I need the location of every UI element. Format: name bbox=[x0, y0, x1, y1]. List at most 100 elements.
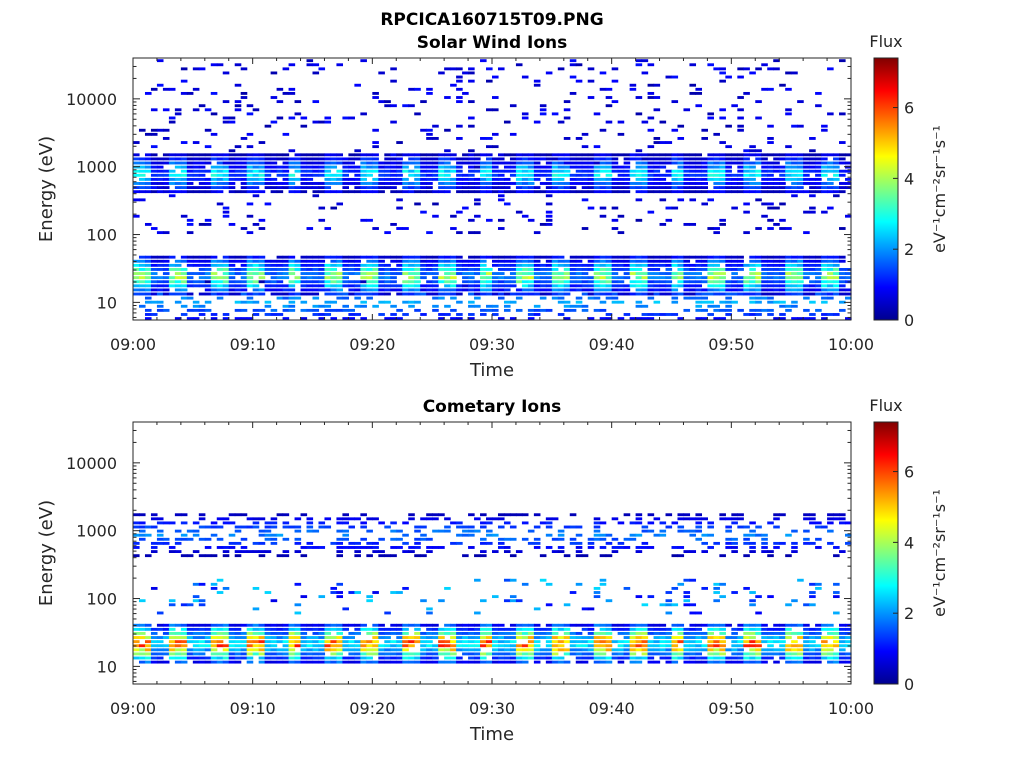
heatmap-cell bbox=[527, 190, 535, 194]
heatmap-cell bbox=[563, 636, 571, 639]
heatmap-cell bbox=[492, 272, 499, 275]
heatmap-cell bbox=[635, 521, 643, 525]
heatmap-cell bbox=[815, 91, 822, 95]
heatmap-cell bbox=[133, 632, 140, 635]
heatmap-cell bbox=[539, 112, 547, 116]
heatmap-cell bbox=[288, 182, 296, 185]
heatmap-cell bbox=[378, 165, 385, 169]
heatmap-cell bbox=[450, 153, 457, 157]
heatmap-cell bbox=[378, 259, 385, 263]
heatmap-cell bbox=[785, 304, 792, 308]
heatmap-cell bbox=[833, 169, 840, 173]
heatmap-cell bbox=[623, 636, 631, 639]
heatmap-cell bbox=[599, 169, 607, 173]
heatmap-cell bbox=[737, 652, 744, 656]
heatmap-cell bbox=[737, 165, 744, 169]
heatmap-cell bbox=[725, 165, 732, 169]
heatmap-cell bbox=[713, 186, 720, 189]
heatmap-cell bbox=[276, 533, 284, 537]
heatmap-cell bbox=[617, 231, 625, 235]
heatmap-cell bbox=[426, 231, 433, 235]
heatmap-cell bbox=[150, 263, 158, 267]
heatmap-cell bbox=[186, 169, 194, 173]
heatmap-cell bbox=[695, 153, 703, 157]
heatmap-cell bbox=[492, 533, 499, 537]
heatmap-cell bbox=[480, 513, 487, 517]
heatmap-cell bbox=[396, 288, 403, 292]
heatmap-cell bbox=[282, 652, 290, 656]
heatmap-cell bbox=[713, 582, 720, 586]
heatmap-cell bbox=[803, 268, 810, 271]
heatmap-cell bbox=[288, 632, 296, 635]
heatmap-cell bbox=[665, 599, 673, 603]
heatmap-cell bbox=[701, 190, 708, 194]
heatmap-cell bbox=[515, 161, 523, 165]
heatmap-cell bbox=[773, 67, 780, 71]
heatmap-cell bbox=[599, 582, 607, 586]
heatmap-cell bbox=[839, 652, 846, 656]
heatmap-cell bbox=[426, 132, 433, 136]
heatmap-cell bbox=[707, 280, 714, 284]
heatmap-cell bbox=[743, 652, 750, 656]
heatmap-cell bbox=[767, 656, 774, 660]
heatmap-cell bbox=[426, 513, 433, 517]
heatmap-cell bbox=[324, 255, 332, 259]
heatmap-cell bbox=[234, 190, 242, 194]
heatmap-cell bbox=[719, 116, 726, 120]
heatmap-cell bbox=[611, 623, 619, 627]
heatmap-cell bbox=[246, 652, 254, 656]
heatmap-cell bbox=[144, 280, 152, 284]
heatmap-cell bbox=[773, 259, 780, 263]
heatmap-cell bbox=[270, 648, 278, 652]
heatmap-cell bbox=[138, 632, 146, 635]
heatmap-cell bbox=[270, 161, 278, 165]
heatmap-cell bbox=[503, 648, 511, 652]
heatmap-cell bbox=[773, 190, 780, 194]
heatmap-cell bbox=[659, 276, 667, 280]
heatmap-cell bbox=[527, 292, 535, 296]
heatmap-cell bbox=[402, 288, 409, 292]
heatmap-cell bbox=[515, 296, 523, 300]
heatmap-cell bbox=[791, 599, 798, 603]
heatmap-cell bbox=[150, 255, 158, 259]
heatmap-cell bbox=[276, 157, 284, 161]
heatmap-cell bbox=[150, 280, 158, 284]
heatmap-cell bbox=[180, 636, 188, 639]
heatmap-cell bbox=[210, 284, 218, 288]
heatmap-cell bbox=[719, 161, 726, 165]
heatmap-cell bbox=[659, 141, 667, 144]
heatmap-cell bbox=[575, 259, 583, 263]
heatmap-cell bbox=[204, 153, 212, 157]
heatmap-cell bbox=[701, 300, 708, 304]
heatmap-cell bbox=[563, 100, 571, 104]
heatmap-cell bbox=[545, 182, 553, 185]
heatmap-cell bbox=[773, 284, 780, 288]
heatmap-cell bbox=[647, 644, 655, 648]
heatmap-cell bbox=[581, 169, 589, 173]
heatmap-cell bbox=[432, 636, 439, 639]
heatmap-cell bbox=[581, 186, 589, 189]
heatmap-cell bbox=[150, 161, 158, 165]
heatmap-cell bbox=[767, 169, 774, 173]
heatmap-cell bbox=[785, 292, 792, 296]
heatmap-cell bbox=[581, 272, 589, 275]
heatmap-cell bbox=[497, 288, 505, 292]
heatmap-cell bbox=[282, 644, 290, 648]
heatmap-cell bbox=[761, 280, 768, 284]
heatmap-cell bbox=[707, 173, 714, 177]
heatmap-cell bbox=[408, 284, 415, 288]
heatmap-cell bbox=[408, 104, 415, 108]
heatmap-cell bbox=[617, 186, 625, 189]
heatmap-cell bbox=[300, 280, 308, 284]
heatmap-cell bbox=[599, 272, 607, 275]
heatmap-cell bbox=[785, 656, 792, 660]
heatmap-cell bbox=[515, 644, 523, 648]
heatmap-cell bbox=[839, 272, 846, 275]
heatmap-cell bbox=[653, 182, 661, 185]
heatmap-cell bbox=[647, 91, 655, 95]
heatmap-cell bbox=[414, 623, 421, 627]
heatmap-cell bbox=[156, 59, 164, 63]
heatmap-cell bbox=[545, 255, 553, 259]
heatmap-cell bbox=[414, 276, 421, 280]
heatmap-cell bbox=[390, 272, 397, 275]
